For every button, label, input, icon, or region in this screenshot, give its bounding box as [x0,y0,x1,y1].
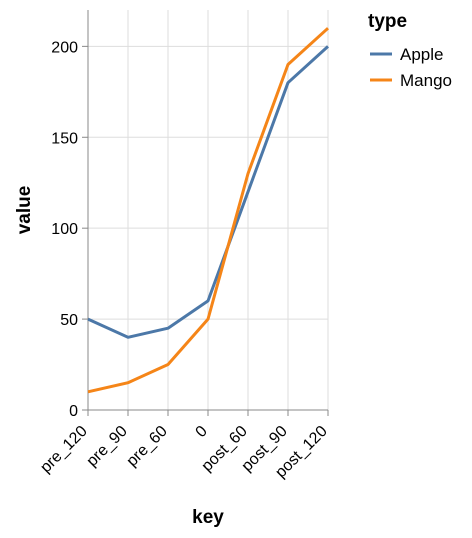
series-line-mango [87,27,330,394]
y-tick-label: 50 [60,312,78,329]
y-tick-label: 150 [51,130,78,147]
x-tick-label: pre_90 [84,423,131,470]
x-tick-label: 0 [193,423,211,441]
legend: type Apple Mango [368,11,452,90]
legend-title: type [368,11,407,32]
legend-label-mango: Mango [400,71,452,90]
axis-titles: key value [14,186,224,528]
series-lines [87,27,330,394]
y-axis-title: value [14,186,35,235]
gridlines [87,10,329,411]
legend-label-apple: Apple [400,45,443,64]
x-tick-label: pre_120 [37,423,91,477]
x-axis-title: key [192,507,224,528]
y-tick-label: 0 [69,403,78,420]
series-line-apple [87,45,330,339]
y-tick-label: 200 [51,39,78,56]
x-tick-label: pre_60 [124,423,171,470]
y-tick-label: 100 [51,221,78,238]
